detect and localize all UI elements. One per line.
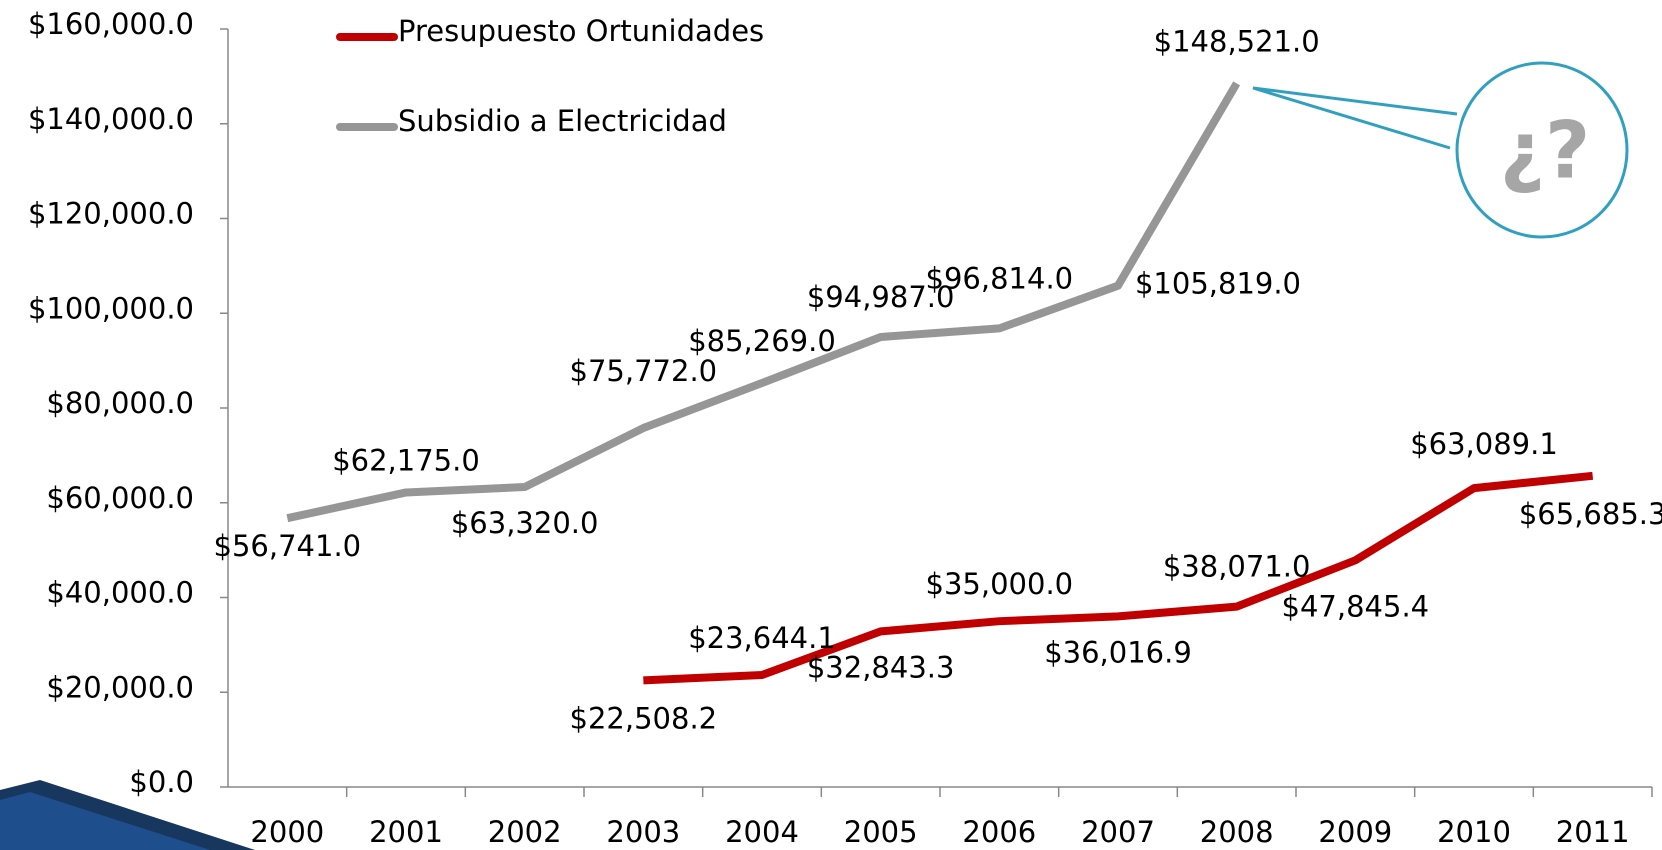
y-tick-label: $80,000.0 (46, 386, 194, 420)
data-label: $75,772.0 (570, 354, 718, 388)
y-tick-label: $140,000.0 (28, 102, 194, 136)
data-label: $63,320.0 (451, 506, 599, 540)
y-tick-label: $40,000.0 (46, 576, 194, 610)
data-label: $36,016.9 (1044, 635, 1192, 669)
data-label: $94,987.0 (807, 280, 955, 314)
data-label: $63,089.1 (1410, 427, 1558, 461)
x-tick-label: 2011 (1556, 815, 1630, 849)
callout (1455, 61, 1629, 239)
x-tick-label: 2000 (250, 815, 324, 849)
data-label: $85,269.0 (688, 324, 836, 358)
y-tick-label: $120,000.0 (28, 197, 194, 231)
y-tick-label: $160,000.0 (28, 7, 194, 41)
data-label: $32,843.3 (807, 650, 955, 684)
data-label: $47,845.4 (1282, 589, 1430, 623)
x-tick-label: 2001 (369, 815, 443, 849)
x-tick-label: 2009 (1318, 815, 1392, 849)
data-label: $56,741.0 (214, 529, 362, 563)
series-line (286, 81, 1241, 523)
y-tick-label: $100,000.0 (28, 291, 194, 325)
series-line (643, 471, 1594, 685)
legend-label: Presupuesto Ortunidades (398, 14, 764, 48)
callout-join (1449, 115, 1462, 147)
x-tick-label: 2005 (844, 815, 918, 849)
data-label: $62,175.0 (332, 443, 480, 477)
y-tick-label: $60,000.0 (46, 481, 194, 515)
data-label: $148,521.0 (1154, 24, 1320, 58)
data-label: $23,644.1 (688, 621, 836, 655)
x-tick-label: 2002 (488, 815, 562, 849)
x-tick-label: 2004 (725, 815, 799, 849)
x-tick-label: 2007 (1081, 815, 1155, 849)
decoration (0, 792, 210, 850)
callout-pointer (1252, 86, 1458, 150)
legend-label: Subsidio a Electricidad (398, 104, 727, 138)
data-label: $96,814.0 (926, 261, 1074, 295)
data-label: $65,685.3 (1519, 497, 1662, 531)
data-label: $38,071.0 (1163, 550, 1311, 584)
x-tick-label: 2006 (962, 815, 1036, 849)
y-tick-label: $20,000.0 (46, 670, 194, 704)
x-tick-label: 2003 (606, 815, 680, 849)
x-tick-label: 2010 (1437, 815, 1511, 849)
annotation: ¿? (1500, 106, 1591, 196)
data-label: $22,508.2 (570, 701, 718, 735)
data-label: $35,000.0 (926, 567, 1074, 601)
x-tick-label: 2008 (1200, 815, 1274, 849)
y-tick-label: $0.0 (129, 765, 194, 799)
data-label: $105,819.0 (1135, 267, 1301, 301)
